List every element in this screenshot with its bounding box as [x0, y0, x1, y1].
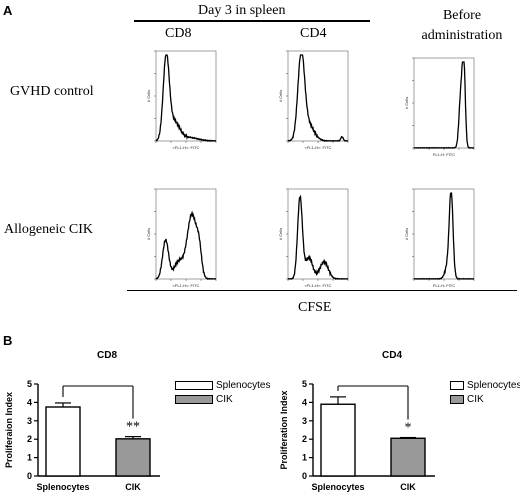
legend-label-cik: CIK: [467, 393, 484, 405]
histogram-x-label: <FL1-H>: FITC: [173, 145, 200, 150]
histogram-curve: [413, 192, 474, 280]
cfse-axis-label: CFSE: [298, 300, 332, 315]
histogram-before-gvhd: FL1-H: FITC # Cells: [404, 52, 476, 167]
bar-splenocytes: [45, 406, 81, 477]
histogram-curve: [287, 54, 348, 143]
y-tick-label: 5: [27, 379, 32, 389]
legend-cd8: Splenocytes CIK: [175, 378, 270, 406]
y-tick-label: 4: [27, 397, 32, 407]
plot-frame: [413, 188, 475, 280]
y-tick-label: 1: [302, 453, 307, 463]
chart-title-cd8: CD8: [97, 350, 118, 361]
histogram-x-label: <FL1-H>: FITC: [305, 283, 332, 288]
legend-swatch-cik: [450, 394, 464, 404]
col-label-before: Before administration: [417, 6, 507, 46]
histogram-x-label: <FL1-H>: FITC: [305, 145, 332, 150]
row-label-gvhd: GVHD control: [10, 84, 94, 99]
histogram-curve: [155, 54, 216, 142]
histogram-x-label: FL1-H: FITC: [433, 152, 455, 157]
legend-swatch-splenocytes: [175, 380, 213, 390]
y-axis-title: Proliferaion Index: [4, 392, 14, 468]
histogram-curve: [155, 210, 216, 280]
x-tick-label: Splenocytes: [36, 482, 89, 492]
legend-item-splenocytes: Splenocytes: [450, 378, 520, 392]
panel-a-label: A: [3, 3, 13, 18]
y-tick-label: 1: [27, 453, 32, 463]
bar-cik: [390, 437, 426, 477]
histogram-before-cik: FL1-H: FITC # Cells: [404, 183, 476, 298]
row-label-cik: Allogeneic CIK: [4, 222, 94, 237]
legend-label-splenocytes: Splenocytes: [216, 379, 271, 391]
x-tick-label: Splenocytes: [311, 482, 364, 492]
legend-label-splenocytes: Splenocytes: [467, 379, 520, 391]
y-tick-label: 2: [302, 434, 307, 444]
legend-item-splenocytes: Splenocytes: [175, 378, 270, 392]
histogram-cd4-cik: <FL1-H>: FITC # Cells: [278, 183, 350, 298]
legend-swatch-cik: [175, 394, 213, 404]
y-tick-label: 2: [27, 434, 32, 444]
col-label-before-line1: Before: [442, 8, 482, 23]
legend-item-cik: CIK: [450, 392, 520, 406]
histogram-cd4-gvhd: <FL1-H>: FITC # Cells: [278, 45, 350, 160]
y-tick-label: 0: [27, 471, 32, 481]
histogram-x-label: FL1-H: FITC: [433, 283, 455, 288]
plot-frame: [155, 188, 217, 280]
panel-b-label: B: [3, 333, 13, 348]
y-tick-label: 5: [302, 379, 307, 389]
histogram-y-label: # Cells: [278, 90, 283, 102]
y-tick-label: 3: [27, 416, 32, 426]
bar-chart-cd4: 0 1 2 3 4 5 Proliferation Index Splenocytes CIK *: [279, 379, 435, 492]
significance-marker: *: [405, 421, 412, 436]
histogram-cd8-gvhd: <FL1-H>: FITC # Cells: [146, 45, 218, 160]
significance-marker: **: [126, 420, 140, 435]
header-rule: [134, 20, 370, 22]
col-label-cd4: CD4: [300, 26, 327, 41]
bar-cik: [115, 438, 151, 477]
histogram-curve: [413, 61, 474, 149]
bar-splenocytes: [320, 403, 356, 477]
day3-header: Day 3 in spleen: [198, 3, 286, 18]
histogram-y-label: # Cells: [404, 97, 409, 109]
histogram-y-label: # Cells: [146, 228, 151, 240]
histogram-y-label: # Cells: [404, 228, 409, 240]
histogram-curve: [287, 194, 348, 281]
col-label-before-line2: administration: [421, 28, 503, 43]
legend-cd4: Splenocytes CIK: [450, 378, 520, 406]
chart-title-cd4: CD4: [382, 350, 403, 361]
bar-chart-cd8: 0 1 2 3 4 5 Proliferaion Index Splenocytes CIK **: [4, 379, 160, 492]
cfse-rule: [127, 290, 517, 292]
y-tick-label: 0: [302, 471, 307, 481]
y-tick-label: 4: [302, 397, 307, 407]
histogram-cd8-cik: <FL1-H>: FITC # Cells: [146, 183, 218, 298]
histogram-y-label: # Cells: [146, 90, 151, 102]
histogram-y-label: # Cells: [278, 228, 283, 240]
x-tick-label: CIK: [400, 482, 416, 492]
legend-label-cik: CIK: [216, 393, 233, 405]
y-tick-label: 3: [302, 416, 307, 426]
x-tick-label: CIK: [125, 482, 141, 492]
legend-swatch-splenocytes: [450, 380, 464, 390]
histogram-x-label: <FL1-H>: FITC: [173, 283, 200, 288]
legend-item-cik: CIK: [175, 392, 270, 406]
y-axis-title: Proliferation Index: [279, 390, 289, 469]
col-label-cd8: CD8: [165, 26, 192, 41]
